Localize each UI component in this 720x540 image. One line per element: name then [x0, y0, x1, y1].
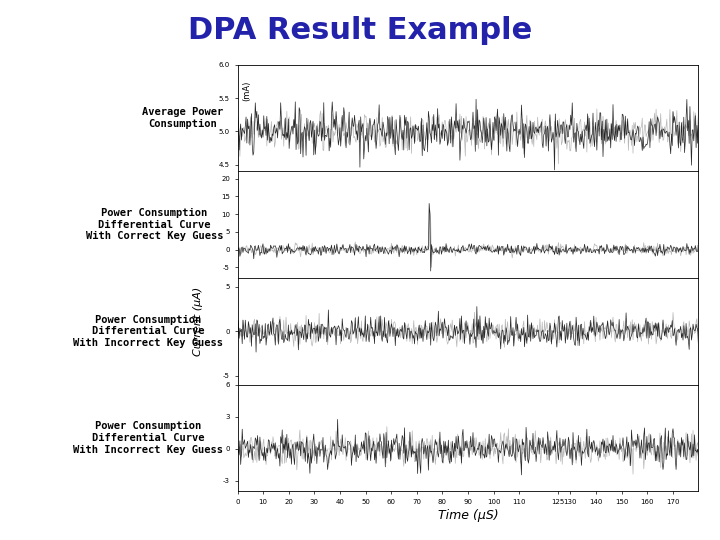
- Text: (mA): (mA): [242, 81, 251, 101]
- X-axis label: Time (μS): Time (μS): [438, 509, 498, 522]
- Text: Power Consumption
Differential Curve
With Incorrect Key Guess: Power Consumption Differential Curve Wit…: [73, 315, 223, 348]
- Text: Current (μA): Current (μA): [193, 287, 203, 356]
- Text: Average Power
Consumption: Average Power Consumption: [142, 107, 223, 129]
- Text: DPA Result Example: DPA Result Example: [188, 16, 532, 45]
- Text: Power Consumption
Differential Curve
With Correct Key Guess: Power Consumption Differential Curve Wit…: [86, 208, 223, 241]
- Text: Power Consumption
Differential Curve
With Incorrect Key Guess: Power Consumption Differential Curve Wit…: [73, 421, 223, 455]
